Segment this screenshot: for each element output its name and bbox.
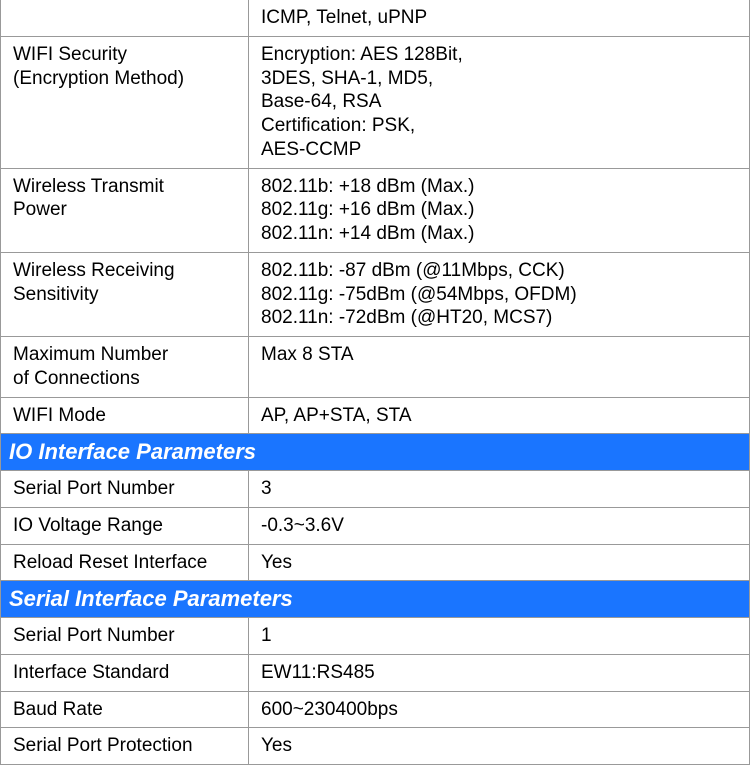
spec-label: WIFI Security(Encryption Method) — [1, 36, 249, 168]
section-title: Serial Interface Parameters — [9, 586, 293, 611]
table-row: IO Voltage Range -0.3~3.6V — [1, 507, 750, 544]
spec-label: IO Voltage Range — [1, 507, 249, 544]
table-row: Serial Port Number 1 — [1, 618, 750, 655]
table-row: Serial Port Protection Yes — [1, 728, 750, 765]
spec-label: Interface Standard — [1, 654, 249, 691]
table-row: ICMP, Telnet, uPNP — [1, 0, 750, 36]
table-row: Serial Port Number 3 — [1, 471, 750, 508]
spec-value: AP, AP+STA, STA — [249, 397, 750, 434]
table-row: Wireless TransmitPower 802.11b: +18 dBm … — [1, 168, 750, 252]
spec-value: 600~230400bps — [249, 691, 750, 728]
table-row: WIFI Security(Encryption Method) Encrypt… — [1, 36, 750, 168]
spec-value: 1 — [249, 618, 750, 655]
spec-value: -0.3~3.6V — [249, 507, 750, 544]
spec-value: 802.11b: -87 dBm (@11Mbps, CCK)802.11g: … — [249, 252, 750, 336]
table-row: WIFI Mode AP, AP+STA, STA — [1, 397, 750, 434]
table-row: Baud Rate 600~230400bps — [1, 691, 750, 728]
spec-value: 802.11b: +18 dBm (Max.)802.11g: +16 dBm … — [249, 168, 750, 252]
spec-value: Max 8 STA — [249, 337, 750, 398]
table-row: Reload Reset Interface Yes — [1, 544, 750, 581]
spec-value: EW11:RS485 — [249, 654, 750, 691]
spec-value: ICMP, Telnet, uPNP — [249, 0, 750, 36]
table-row: Wireless ReceivingSensitivity 802.11b: -… — [1, 252, 750, 336]
spec-value: Yes — [249, 728, 750, 765]
table-row: Maximum Numberof Connections Max 8 STA — [1, 337, 750, 398]
spec-label: Serial Port Protection — [1, 728, 249, 765]
spec-label: Wireless ReceivingSensitivity — [1, 252, 249, 336]
spec-label: Baud Rate — [1, 691, 249, 728]
spec-label: Serial Port Number — [1, 471, 249, 508]
spec-label: Serial Port Number — [1, 618, 249, 655]
spec-value: Yes — [249, 544, 750, 581]
spec-value: 3 — [249, 471, 750, 508]
spec-table: ICMP, Telnet, uPNP WIFI Security(Encrypt… — [0, 0, 750, 765]
spec-label — [1, 0, 249, 36]
spec-label: Reload Reset Interface — [1, 544, 249, 581]
section-header-serial: Serial Interface Parameters — [1, 581, 750, 618]
spec-label: Wireless TransmitPower — [1, 168, 249, 252]
spec-label: Maximum Numberof Connections — [1, 337, 249, 398]
table-row: Interface Standard EW11:RS485 — [1, 654, 750, 691]
section-title: IO Interface Parameters — [9, 439, 256, 464]
spec-value: Encryption: AES 128Bit,3DES, SHA-1, MD5,… — [249, 36, 750, 168]
spec-label: WIFI Mode — [1, 397, 249, 434]
section-header-io: IO Interface Parameters — [1, 434, 750, 471]
